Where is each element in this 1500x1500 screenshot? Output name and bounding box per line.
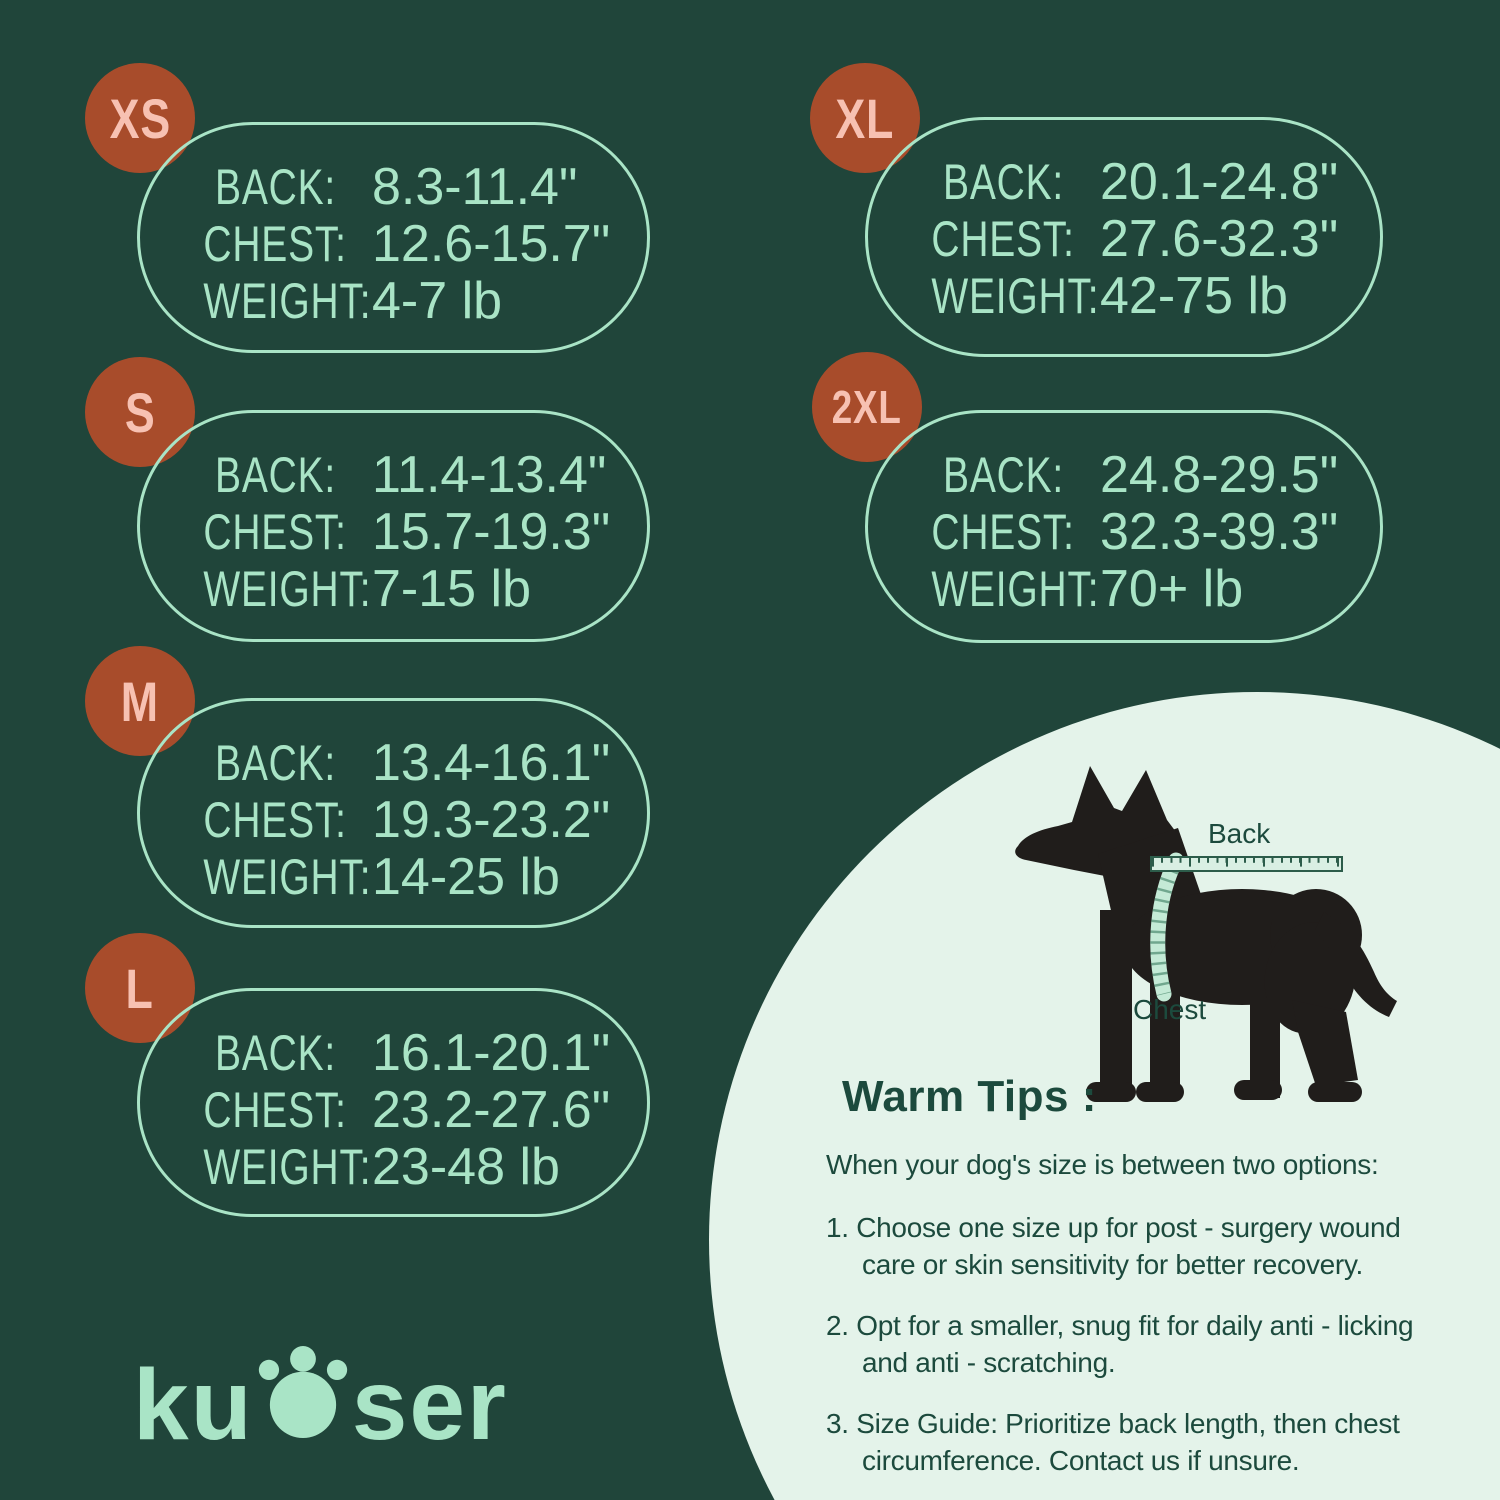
size-label-xs: XS [109, 86, 171, 150]
back-label: BACK: [215, 159, 336, 215]
chest-row: CHEST: 27.6-32.3" [894, 209, 1380, 268]
back-measure-label: Back [1208, 818, 1271, 849]
weight-label: WEIGHT: [203, 561, 372, 617]
back-label: BACK: [943, 154, 1064, 210]
chest-label: CHEST: [203, 504, 347, 560]
dog-hind-leg [1292, 1000, 1358, 1086]
warm-tip-2: 2. Opt for a smaller, snug fit for daily… [826, 1310, 1414, 1378]
size-label-l: L [125, 956, 155, 1020]
chest-label: CHEST: [931, 504, 1075, 560]
dog-far-front-foot [1136, 1082, 1184, 1102]
back-value: 16.1-20.1" [372, 1024, 611, 1082]
paw-icon [258, 1346, 347, 1438]
chest-label: CHEST: [931, 211, 1075, 267]
back-value: 20.1-24.8" [1100, 153, 1339, 211]
back-ruler-icon [1150, 856, 1343, 872]
weight-value: 70+ lb [1100, 560, 1244, 618]
dog-hind-foot [1308, 1082, 1362, 1102]
dog-silhouette [1015, 766, 1397, 1102]
back-label: BACK: [215, 1025, 336, 1081]
chest-value: 23.2-27.6" [372, 1081, 611, 1139]
back-row: BACK: 8.3-11.4" [166, 157, 647, 216]
size-pill-xl: BACK: 20.1-24.8" CHEST: 27.6-32.3" WEIGH… [865, 117, 1383, 357]
warm-tips-heading: Warm Tips : [842, 1072, 1097, 1121]
warm-tips-section: Warm Tips : When your dog's size is betw… [826, 1072, 1430, 1500]
kuoser-logo: ku ser [133, 1342, 508, 1463]
logo-text-ser: ser [351, 1349, 508, 1461]
weight-row: WEIGHT: 14-25 lb [166, 847, 647, 906]
weight-row: WEIGHT: 70+ lb [894, 559, 1380, 618]
back-value: 24.8-29.5" [1100, 446, 1339, 504]
back-value: 11.4-13.4" [372, 446, 607, 504]
warm-tip-3: 3. Size Guide: Prioritize back length, t… [826, 1408, 1400, 1476]
weight-value: 23-48 lb [372, 1138, 560, 1196]
back-row: BACK: 11.4-13.4" [166, 445, 647, 504]
warm-tips-intro: When your dog's size is between two opti… [826, 1149, 1379, 1180]
size-pill-l: BACK: 16.1-20.1" CHEST: 23.2-27.6" WEIGH… [137, 988, 650, 1217]
weight-label: WEIGHT: [203, 849, 372, 905]
weight-label: WEIGHT: [203, 1139, 372, 1195]
chest-tape-ticks [1150, 856, 1183, 996]
logo-text-ku: ku [133, 1349, 254, 1461]
size-label-m: M [120, 669, 160, 733]
weight-label: WEIGHT: [931, 268, 1100, 324]
chest-value: 15.7-19.3" [372, 503, 611, 561]
weight-row: WEIGHT: 7-15 lb [166, 559, 647, 618]
dog-tail [1315, 912, 1397, 1017]
chest-value: 12.6-15.7" [372, 215, 611, 273]
back-row: BACK: 16.1-20.1" [166, 1023, 647, 1082]
size-pill-s: BACK: 11.4-13.4" CHEST: 15.7-19.3" WEIGH… [137, 410, 650, 642]
back-label: BACK: [215, 735, 336, 791]
dog-far-hind-foot [1234, 1080, 1282, 1100]
chest-label: CHEST: [203, 216, 347, 272]
back-value: 8.3-11.4" [372, 158, 578, 216]
back-row: BACK: 13.4-16.1" [166, 733, 647, 792]
chest-value: 19.3-23.2" [372, 791, 611, 849]
chest-row: CHEST: 32.3-39.3" [894, 502, 1380, 561]
size-pill-m: BACK: 13.4-16.1" CHEST: 19.3-23.2" WEIGH… [137, 698, 650, 928]
weight-value: 7-15 lb [372, 560, 531, 618]
chest-row: CHEST: 19.3-23.2" [166, 790, 647, 849]
back-label: BACK: [943, 447, 1064, 503]
weight-value: 4-7 lb [372, 272, 503, 330]
size-label-2xl: 2XL [832, 381, 902, 433]
back-label: BACK: [215, 447, 336, 503]
chest-row: CHEST: 12.6-15.7" [166, 214, 647, 273]
weight-label: WEIGHT: [931, 561, 1100, 617]
chest-row: CHEST: 15.7-19.3" [166, 502, 647, 561]
size-label-s: S [124, 380, 156, 444]
weight-row: WEIGHT: 4-7 lb [166, 271, 647, 330]
dog-front-leg [1100, 910, 1132, 1100]
back-row: BACK: 24.8-29.5" [894, 445, 1380, 504]
weight-value: 14-25 lb [372, 848, 560, 906]
back-row: BACK: 20.1-24.8" [894, 152, 1380, 211]
size-pill-xs: BACK: 8.3-11.4" CHEST: 12.6-15.7" WEIGHT… [137, 122, 650, 353]
size-label-xl: XL [835, 86, 895, 150]
weight-row: WEIGHT: 42-75 lb [894, 266, 1380, 325]
chest-value: 32.3-39.3" [1100, 503, 1339, 561]
warm-tip-1: 1. Choose one size up for post - surgery… [826, 1212, 1401, 1280]
dog-front-foot [1086, 1082, 1136, 1102]
size-pill-2xl: BACK: 24.8-29.5" CHEST: 32.3-39.3" WEIGH… [865, 410, 1383, 643]
weight-value: 42-75 lb [1100, 267, 1288, 325]
weight-row: WEIGHT: 23-48 lb [166, 1137, 647, 1196]
chest-label: CHEST: [203, 1082, 347, 1138]
chest-value: 27.6-32.3" [1100, 210, 1339, 268]
back-value: 13.4-16.1" [372, 734, 611, 792]
chest-row: CHEST: 23.2-27.6" [166, 1080, 647, 1139]
chest-label: CHEST: [203, 792, 347, 848]
chest-measure-label: Chest [1133, 994, 1207, 1025]
weight-label: WEIGHT: [203, 273, 372, 329]
